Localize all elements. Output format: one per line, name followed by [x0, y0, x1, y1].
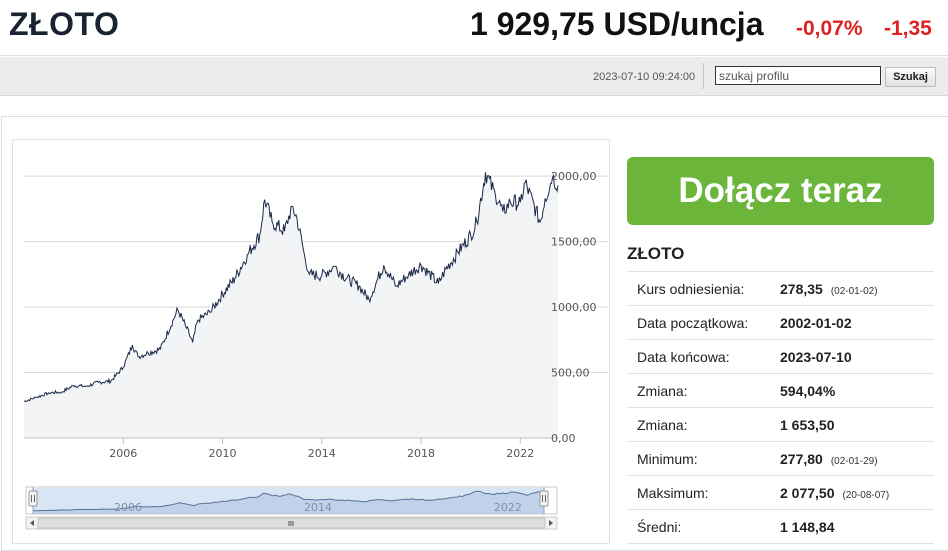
asset-title: ZŁOTO: [9, 6, 120, 42]
stats-label: Maksimum:: [627, 475, 780, 510]
y-tick-label: 500,00: [551, 367, 590, 380]
stats-value-cell: 277,80 (02-01-29): [780, 441, 934, 476]
stats-row: Zmiana: 594,04%: [627, 373, 934, 408]
navigator-area: [33, 491, 544, 514]
header-bar: ZŁOTO 1 929,75 USD/uncja -0,07% -1,35: [0, 0, 948, 56]
chart-panel: 2006 2010 2014 2018 2022 2000,00 1500,00 1000,…: [12, 139, 610, 544]
stats-label: Data początkowa:: [627, 305, 780, 340]
sub-toolbar: 2023-07-10 09:24:00 Szukaj: [0, 57, 948, 96]
stats-note: (02-01-02): [830, 285, 878, 297]
price-line: [23, 172, 559, 403]
change-absolute: -1,35: [884, 17, 932, 40]
stats-value: 1 148,84: [780, 518, 835, 535]
price-area: [24, 172, 558, 439]
stats-label: Minimum:: [627, 441, 780, 476]
stats-value-cell: 1 148,84: [780, 509, 934, 544]
search-input[interactable]: [715, 66, 881, 85]
price-chart[interactable]: 2006 2010 2014 2018 2022 2000,00 1500,00 1000,…: [13, 140, 611, 545]
y-tick-label: 2000,00: [551, 170, 597, 183]
stats-label: Zmiana:: [627, 373, 780, 408]
navigator-tick-label: 2022: [494, 501, 522, 514]
stats-note: (02-01-29): [830, 455, 878, 467]
stats-row: Zmiana: 1 653,50: [627, 407, 934, 442]
x-tick-label: 2022: [506, 447, 534, 460]
stats-value: 2023-07-10: [780, 348, 852, 365]
change-percent: -0,07%: [796, 17, 863, 40]
stats-value: 2002-01-02: [780, 314, 852, 331]
stats-row: Średni: 1 148,84: [627, 509, 934, 544]
handle-grip[interactable]: [28, 490, 38, 507]
stats-row: Kurs odniesienia: 278,35 (02-01-02): [627, 271, 934, 306]
x-tick-label: 2018: [407, 447, 435, 460]
navigator-line: [33, 490, 544, 512]
x-tick-label: 2010: [209, 447, 237, 460]
stats-label: Kurs odniesienia:: [627, 271, 780, 306]
stats-value-cell: 278,35 (02-01-02): [780, 271, 934, 306]
stats-value: 2 077,50: [780, 484, 835, 501]
stats-table: Kurs odniesienia: 278,35 (02-01-02) Data po…: [627, 271, 934, 544]
stats-value: 278,35: [780, 280, 823, 297]
stats-value-cell: 2002-01-02: [780, 305, 934, 340]
scrollbar[interactable]: [25, 516, 558, 530]
x-tick-label: 2014: [308, 447, 336, 460]
stats-note: (20-08-07): [842, 489, 890, 501]
stats-value-cell: 1 653,50: [780, 407, 934, 442]
y-tick-label: 0,00: [551, 432, 576, 445]
stats-value: 594,04%: [780, 382, 836, 399]
stats-label: Data końcowa:: [627, 339, 780, 374]
join-now-button[interactable]: Dołącz teraz: [627, 157, 934, 225]
stats-label: Zmiana:: [627, 407, 780, 442]
handle-grip[interactable]: [539, 490, 549, 507]
navigator-tick-label: 2006: [114, 501, 142, 514]
stats-title: ZŁOTO: [627, 244, 685, 263]
scroll-right-arrow-icon[interactable]: [549, 520, 553, 526]
stats-row: Data początkowa: 2002-01-02: [627, 305, 934, 340]
navigator-handle-left[interactable]: [28, 490, 38, 507]
x-tick-label: 2006: [109, 447, 137, 460]
stats-value: 277,80: [780, 450, 823, 467]
navigator-handle-right[interactable]: [539, 490, 549, 507]
toolbar-divider: [703, 63, 704, 89]
stats-row: Data końcowa: 2023-07-10: [627, 339, 934, 374]
scroll-left-arrow-icon[interactable]: [30, 520, 34, 526]
stats-value-cell: 2 077,50 (20-08-07): [780, 475, 934, 510]
stats-value-cell: 594,04%: [780, 373, 934, 408]
navigator-tick-label: 2014: [304, 501, 332, 514]
stats-value: 1 653,50: [780, 416, 835, 433]
stats-label: Średni:: [627, 509, 780, 544]
y-tick-label: 1000,00: [551, 301, 597, 314]
y-tick-label: 1500,00: [551, 236, 597, 249]
price-display: 1 929,75 USD/uncja: [470, 6, 764, 42]
stats-row: Minimum: 277,80 (02-01-29): [627, 441, 934, 476]
timestamp: 2023-07-10 09:24:00: [593, 71, 696, 83]
search-button[interactable]: Szukaj: [885, 67, 936, 87]
stats-value-cell: 2023-07-10: [780, 339, 934, 374]
stats-row: Maksimum: 2 077,50 (20-08-07): [627, 475, 934, 510]
navigator[interactable]: 2006 2014 2022: [25, 486, 558, 515]
